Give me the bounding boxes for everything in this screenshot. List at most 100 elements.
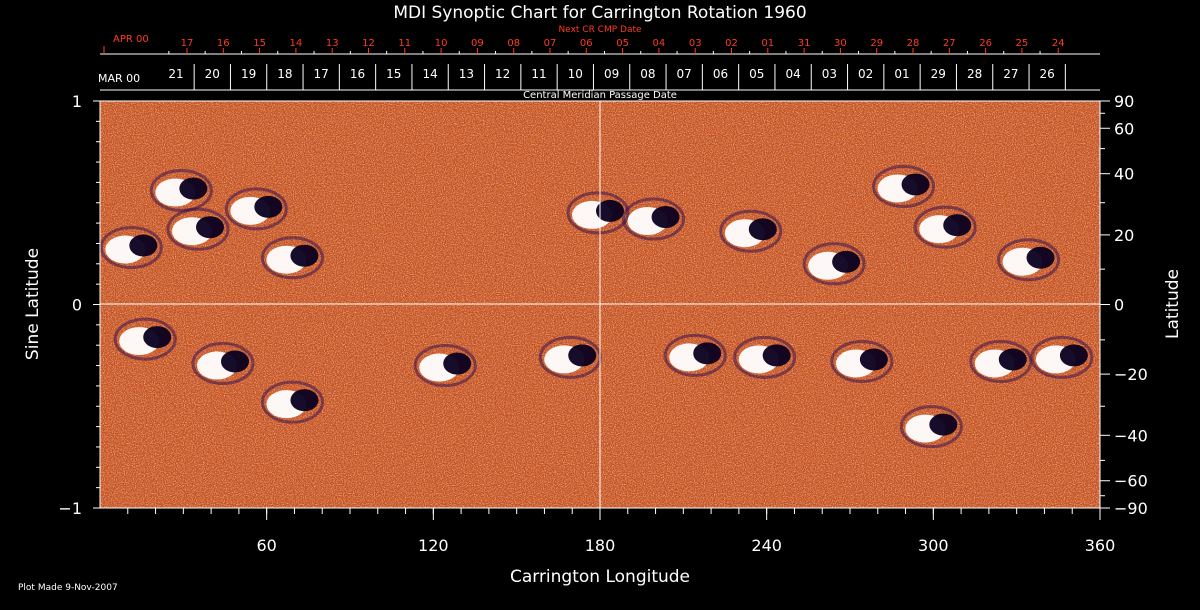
cmp-date-label: 02 (858, 67, 873, 81)
next-cr-date-label: 11 (398, 38, 411, 49)
right-tick-label: 0 (1114, 296, 1124, 315)
left-y-axis: 1 0 −1 (58, 92, 100, 518)
cmp-axis: MAR 00 21 20 19 18 17 16 15 14 13 12 11 10 09 08 07 06 0… (98, 64, 1100, 101)
cmp-date-label: 04 (785, 67, 800, 81)
active-region (622, 197, 686, 241)
next-cr-date-label: 17 (181, 38, 194, 49)
next-cr-date-label: 28 (907, 38, 920, 49)
left-tick-label: 0 (72, 296, 82, 315)
next-cr-date-label: 25 (1016, 38, 1029, 49)
cmp-date-label: 07 (677, 67, 692, 81)
next-cr-date-label: 12 (362, 38, 375, 49)
x-tick-label: 180 (585, 536, 616, 555)
cmp-date-label: 05 (749, 67, 764, 81)
active-region (1030, 335, 1094, 379)
active-region (663, 333, 727, 377)
cmp-date-label: 03 (822, 67, 837, 81)
cmp-date-label: 18 (277, 67, 292, 81)
next-cr-date-label: 05 (616, 38, 629, 49)
next-cr-date-label: 24 (1052, 38, 1065, 49)
cmp-date-label: 29 (931, 67, 946, 81)
right-tick-label: 60 (1114, 119, 1134, 138)
active-region (733, 335, 797, 379)
next-cr-date-label: 14 (290, 38, 303, 49)
cmp-date-label: 11 (531, 67, 546, 81)
cmp-date-label: 15 (386, 67, 401, 81)
next-cr-axis-label: Next CR CMP Date (558, 25, 642, 35)
next-cr-date-label: 06 (580, 38, 593, 49)
active-region (224, 187, 288, 231)
chart-title: MDI Synoptic Chart for Carrington Rotati… (393, 3, 806, 23)
cmp-date-label: 27 (1003, 67, 1018, 81)
next-cr-date-label: 01 (761, 38, 774, 49)
next-cr-date-label: 16 (217, 38, 230, 49)
cmp-date-label: 28 (967, 67, 982, 81)
active-region (899, 405, 963, 449)
cmp-date-label: 13 (459, 67, 474, 81)
next-cr-month-label: APR 00 (113, 34, 149, 45)
x-tick-label: 120 (418, 536, 449, 555)
next-cr-date-label: 30 (834, 38, 847, 49)
x-tick-label: 360 (1085, 536, 1116, 555)
active-region (872, 164, 936, 208)
cmp-date-label: 10 (568, 67, 583, 81)
right-tick-label: −90 (1114, 499, 1148, 518)
right-tick-label: −60 (1114, 472, 1148, 491)
left-tick-label: 1 (72, 92, 82, 111)
active-region (166, 207, 230, 251)
cmp-date-label: 17 (314, 67, 329, 81)
cmp-month-label: MAR 00 (98, 72, 140, 85)
active-region (969, 339, 1033, 383)
cmp-date-label: 26 (1040, 67, 1055, 81)
active-region (260, 380, 324, 424)
cmp-date-label: 21 (168, 67, 183, 81)
cmp-date-label: 14 (422, 67, 437, 81)
x-tick-label: 60 (256, 536, 276, 555)
cmp-date-label: 16 (350, 67, 365, 81)
active-region (913, 205, 977, 249)
right-tick-label: 20 (1114, 226, 1134, 245)
active-region (997, 238, 1061, 282)
active-region (802, 242, 866, 286)
cmp-date-label: 19 (241, 67, 256, 81)
active-region (191, 342, 255, 386)
active-region (113, 317, 177, 361)
right-tick-label: −40 (1114, 426, 1148, 445)
cmp-date-label: 09 (604, 67, 619, 81)
cmp-axis-label: Central Meridian Passage Date (523, 90, 677, 101)
next-cr-date-label: 07 (544, 38, 557, 49)
active-region (260, 236, 324, 280)
right-tick-label: −20 (1114, 365, 1148, 384)
x-tick-label: 240 (751, 536, 782, 555)
next-cr-date-label: 02 (725, 38, 738, 49)
left-tick-label: −1 (58, 499, 82, 518)
x-axis: 60 120 180 240 300 360 (127, 508, 1116, 555)
next-cr-date-label: 04 (653, 38, 666, 49)
right-tick-label: 90 (1114, 92, 1134, 111)
next-cr-date-label: 31 (798, 38, 811, 49)
cmp-date-label: 20 (205, 67, 220, 81)
next-cr-date-label: 26 (979, 38, 992, 49)
next-cr-date-label: 03 (689, 38, 702, 49)
right-tick-label: 40 (1114, 165, 1134, 184)
active-region (719, 209, 783, 253)
cmp-date-label: 01 (894, 67, 909, 81)
plot-made-text: Plot Made 9-Nov-2007 (18, 583, 118, 593)
active-region (413, 344, 477, 388)
next-cr-date-label: 10 (435, 38, 448, 49)
active-region (149, 169, 213, 213)
next-cr-date-label: 08 (507, 38, 520, 49)
active-region (830, 339, 894, 383)
cmp-date-label: 12 (495, 67, 510, 81)
next-cr-date-label: 09 (471, 38, 484, 49)
x-tick-label: 300 (918, 536, 949, 555)
cmp-date-label: 08 (640, 67, 655, 81)
next-cr-date-label: 29 (870, 38, 883, 49)
next-cr-date-label: 13 (326, 38, 339, 49)
active-region (566, 191, 630, 235)
next-cr-axis: Next CR CMP Date APR 00 17 16 15 14 13 12 11 10… (100, 25, 1100, 55)
x-axis-label: Carrington Longitude (510, 567, 690, 587)
next-cr-date-label: 15 (253, 38, 266, 49)
active-region (100, 226, 163, 270)
